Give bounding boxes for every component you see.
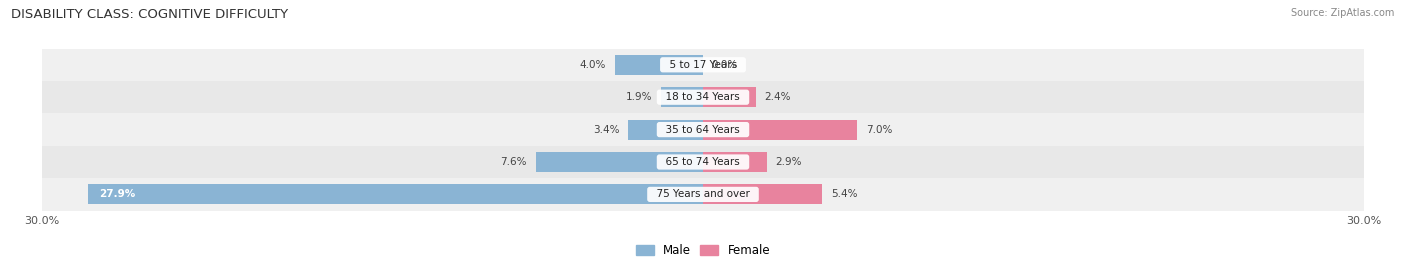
Text: 75 Years and over: 75 Years and over: [650, 189, 756, 200]
Text: 1.9%: 1.9%: [626, 92, 652, 102]
Text: 65 to 74 Years: 65 to 74 Years: [659, 157, 747, 167]
Bar: [614, 55, 703, 75]
Text: 35 to 64 Years: 35 to 64 Years: [659, 124, 747, 135]
Bar: [703, 120, 858, 140]
Text: 4.0%: 4.0%: [579, 60, 606, 70]
Bar: [42, 178, 1364, 211]
Bar: [536, 152, 703, 172]
Bar: [703, 184, 823, 204]
Bar: [703, 87, 756, 107]
Text: 27.9%: 27.9%: [100, 189, 136, 200]
Text: DISABILITY CLASS: COGNITIVE DIFFICULTY: DISABILITY CLASS: COGNITIVE DIFFICULTY: [11, 8, 288, 21]
Text: 2.4%: 2.4%: [765, 92, 792, 102]
Bar: [628, 120, 703, 140]
Text: 7.6%: 7.6%: [501, 157, 527, 167]
Bar: [42, 113, 1364, 146]
Text: 3.4%: 3.4%: [593, 124, 619, 135]
Text: 7.0%: 7.0%: [866, 124, 893, 135]
Bar: [89, 184, 703, 204]
Text: Source: ZipAtlas.com: Source: ZipAtlas.com: [1291, 8, 1395, 18]
Bar: [42, 81, 1364, 113]
Text: 5.4%: 5.4%: [831, 189, 858, 200]
Bar: [42, 49, 1364, 81]
Text: 5 to 17 Years: 5 to 17 Years: [662, 60, 744, 70]
Text: 0.0%: 0.0%: [711, 60, 738, 70]
Bar: [42, 146, 1364, 178]
Text: 2.9%: 2.9%: [776, 157, 803, 167]
Bar: [703, 152, 766, 172]
Text: 18 to 34 Years: 18 to 34 Years: [659, 92, 747, 102]
Legend: Male, Female: Male, Female: [631, 239, 775, 261]
Bar: [661, 87, 703, 107]
